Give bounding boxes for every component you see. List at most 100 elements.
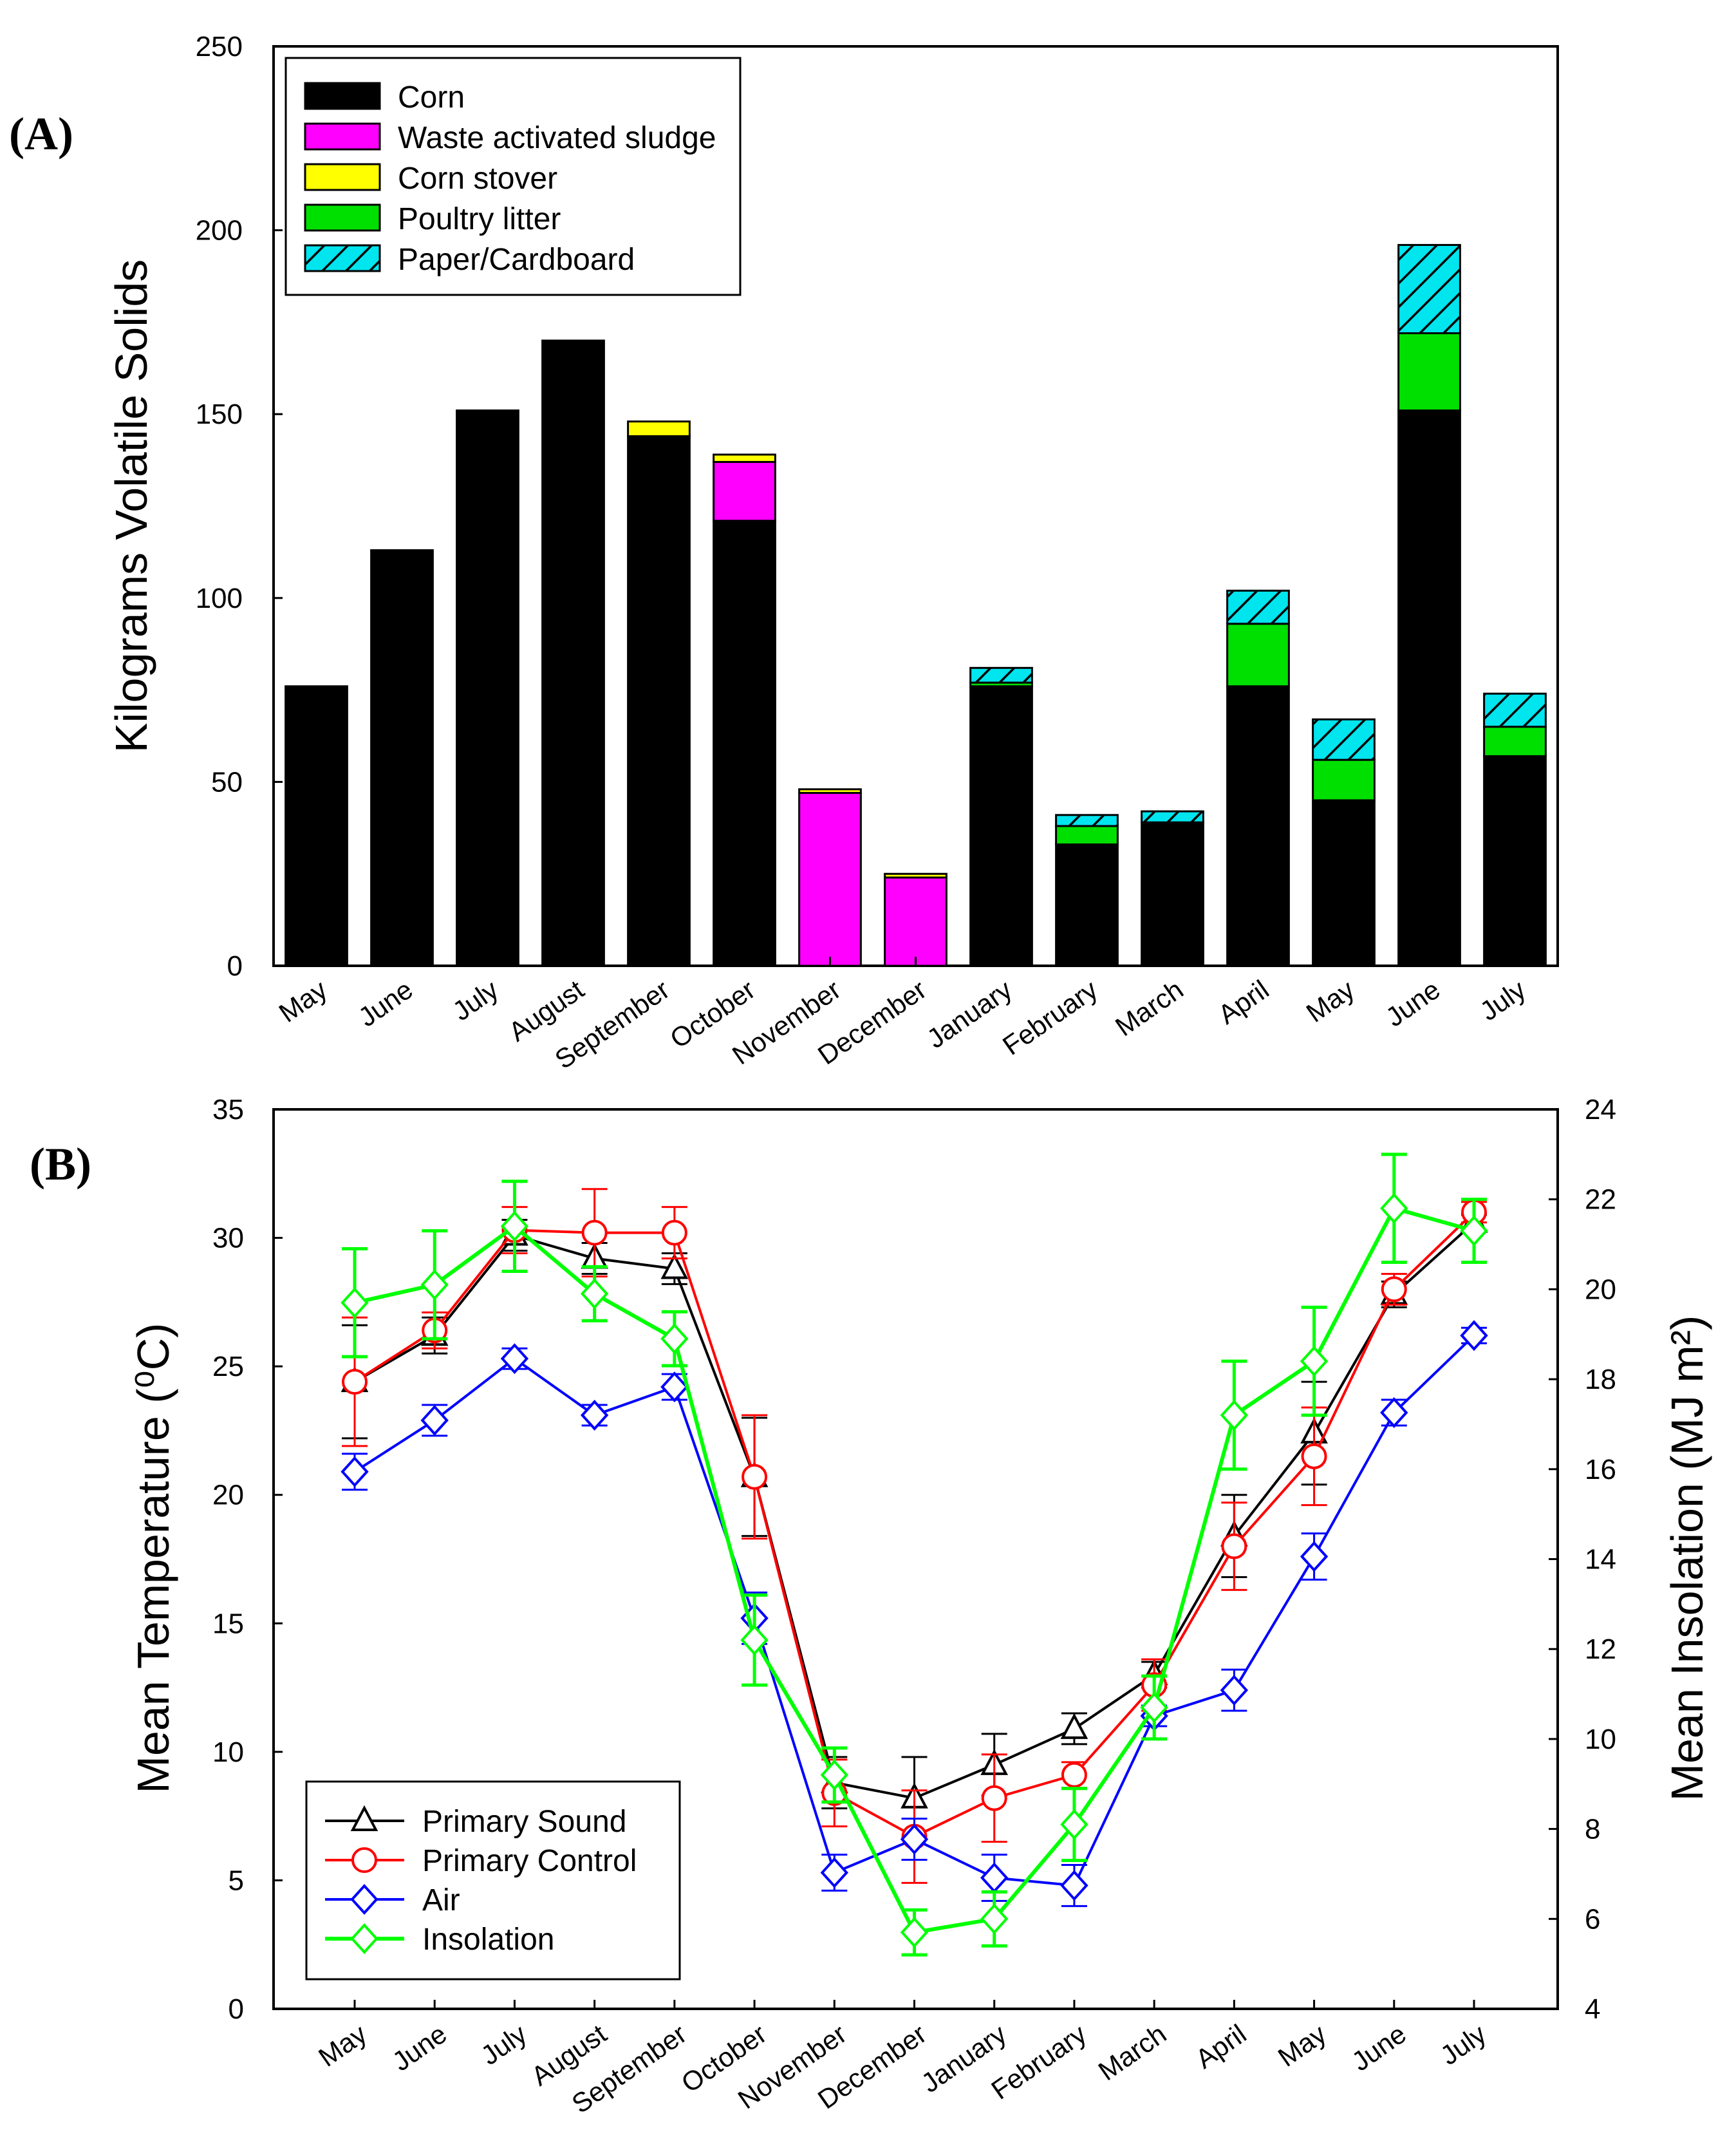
point-primary-control-0 — [342, 1369, 368, 1395]
point-insolation-4 — [660, 1323, 689, 1355]
b-ytick-right-label: 4 — [1585, 1993, 1600, 2025]
b-xtick-label: July — [1435, 2019, 1491, 2071]
panel-a-label: (A) — [9, 108, 73, 160]
point-air-2 — [500, 1343, 529, 1375]
point-air-11 — [1220, 1675, 1249, 1706]
point-air-14 — [1460, 1320, 1488, 1351]
bar-segment-paper-cardboard-8 — [969, 666, 1033, 684]
b-ytick-right-label: 6 — [1585, 1903, 1600, 1935]
b-xtick-label: March — [1093, 2019, 1172, 2086]
b-ytick-label: 20 — [212, 1480, 244, 1511]
point-primary-control-9 — [1061, 1762, 1087, 1788]
point-primary-control-5 — [742, 1463, 768, 1490]
panel-b-chart: (B) 0 5 10 15 20 25 30 35 4 6 8 10 12 14 16 18 20 22 24 M… — [30, 1094, 1712, 2119]
bar-segment-poultry-litter-14 — [1483, 726, 1547, 757]
b-xtick-label: June — [1346, 2019, 1412, 2077]
b-ytick-right-label: 24 — [1585, 1094, 1616, 1125]
panel-a-legend: Corn Waste activated sludge Corn stover Pou… — [285, 57, 742, 296]
point-air-7 — [900, 1823, 929, 1855]
b-ytick-right-label: 12 — [1585, 1633, 1616, 1665]
b-ytick-label: 0 — [229, 1993, 244, 2025]
point-insolation-14 — [1460, 1215, 1488, 1247]
b-ytick-right-label: 14 — [1585, 1544, 1616, 1576]
a-legend-label: Corn — [398, 80, 465, 115]
bar-segment-paper-cardboard-9 — [1055, 814, 1119, 827]
bar-segment-corn-12 — [1312, 799, 1376, 967]
a-ytick-label: 100 — [196, 583, 243, 614]
point-insolation-6 — [820, 1759, 848, 1791]
point-air-9 — [1060, 1870, 1088, 1901]
point-insolation-2 — [500, 1210, 529, 1242]
point-insolation-8 — [980, 1903, 1009, 1935]
a-xtick-label: February — [997, 974, 1103, 1061]
panel-b-legend: Primary Sound Primary Control Air Insolatio… — [305, 1780, 681, 1981]
bar-segment-paper-cardboard-10 — [1141, 810, 1204, 823]
series-primary-sound — [341, 1207, 1488, 1841]
panel-b-label: (B) — [30, 1138, 91, 1190]
point-air-1 — [420, 1404, 449, 1436]
point-primary-sound-4 — [660, 1253, 689, 1279]
b-ytick-label: 25 — [212, 1351, 244, 1382]
point-primary-control-12 — [1301, 1443, 1327, 1469]
bar-segment-waste-activated-sludge-7 — [884, 876, 947, 967]
bar-segment-corn-10 — [1141, 821, 1204, 967]
bar-segment-corn-stover-4 — [627, 420, 691, 437]
bar-segment-poultry-litter-13 — [1397, 332, 1461, 411]
point-air-12 — [1300, 1541, 1329, 1572]
point-primary-control-11 — [1221, 1533, 1247, 1559]
a-ytick-label: 150 — [196, 399, 243, 430]
b-ytick-label: 5 — [229, 1865, 244, 1896]
point-insolation-9 — [1060, 1809, 1088, 1840]
bar-segment-paper-cardboard-14 — [1483, 692, 1547, 728]
bar-segment-corn-stover-5 — [713, 453, 776, 463]
bar-segment-corn-5 — [713, 520, 776, 967]
a-xtick-label: June — [1380, 974, 1446, 1033]
a-legend-swatch — [304, 82, 381, 110]
bar-segment-corn-14 — [1483, 755, 1547, 967]
point-insolation-1 — [420, 1269, 449, 1301]
a-xtick-label: April — [1213, 974, 1274, 1030]
bar-segment-corn-11 — [1226, 685, 1290, 967]
b-legend-label: Primary Sound — [422, 1805, 626, 1839]
a-legend-swatch — [304, 203, 381, 232]
bar-segment-waste-activated-sludge-6 — [798, 792, 862, 967]
point-primary-sound-9 — [1060, 1713, 1088, 1739]
b-legend-marker — [350, 1884, 378, 1915]
a-ytick-label: 50 — [211, 766, 243, 798]
a-xtick-label: July — [1475, 974, 1531, 1026]
b-ytick-right-label: 18 — [1585, 1364, 1616, 1395]
b-xtick-label: May — [313, 2019, 372, 2073]
a-legend-swatch — [304, 163, 381, 191]
point-insolation-5 — [740, 1624, 769, 1656]
bar-segment-paper-cardboard-13 — [1397, 243, 1461, 335]
b-ytick-right-label: 8 — [1585, 1814, 1600, 1845]
panel-b-y-axis-title: Mean Temperature (⁰C) — [128, 1323, 178, 1794]
a-legend-label: Poultry litter — [398, 202, 561, 236]
bar-segment-poultry-litter-12 — [1312, 758, 1376, 802]
bar-segment-corn-0 — [285, 685, 348, 967]
bar-segment-corn-8 — [969, 685, 1033, 967]
b-xtick-label: May — [1273, 2019, 1332, 2073]
bar-segment-corn-9 — [1055, 843, 1119, 967]
a-ytick-label: 0 — [227, 950, 243, 982]
a-legend-label: Corn stover — [398, 162, 557, 196]
point-insolation-11 — [1220, 1399, 1249, 1431]
series-insolation — [341, 1153, 1488, 1957]
b-legend-label: Primary Control — [422, 1844, 637, 1878]
point-primary-control-13 — [1381, 1276, 1407, 1303]
a-xtick-label: June — [353, 974, 418, 1033]
b-legend-marker — [351, 1847, 377, 1873]
bar-segment-corn-4 — [627, 435, 691, 967]
b-ytick-right-label: 22 — [1585, 1184, 1616, 1216]
b-legend-marker — [350, 1923, 378, 1954]
a-legend-swatch — [304, 244, 381, 272]
a-ytick-label: 250 — [196, 31, 243, 62]
point-insolation-13 — [1380, 1192, 1408, 1224]
b-ytick-right-label: 16 — [1585, 1454, 1616, 1485]
a-legend-swatch — [304, 122, 381, 151]
b-legend-marker — [350, 1805, 378, 1831]
a-xtick-label: May — [1301, 974, 1360, 1028]
bar-segment-corn-2 — [456, 409, 519, 967]
bar-segment-corn-stover-7 — [884, 872, 947, 879]
